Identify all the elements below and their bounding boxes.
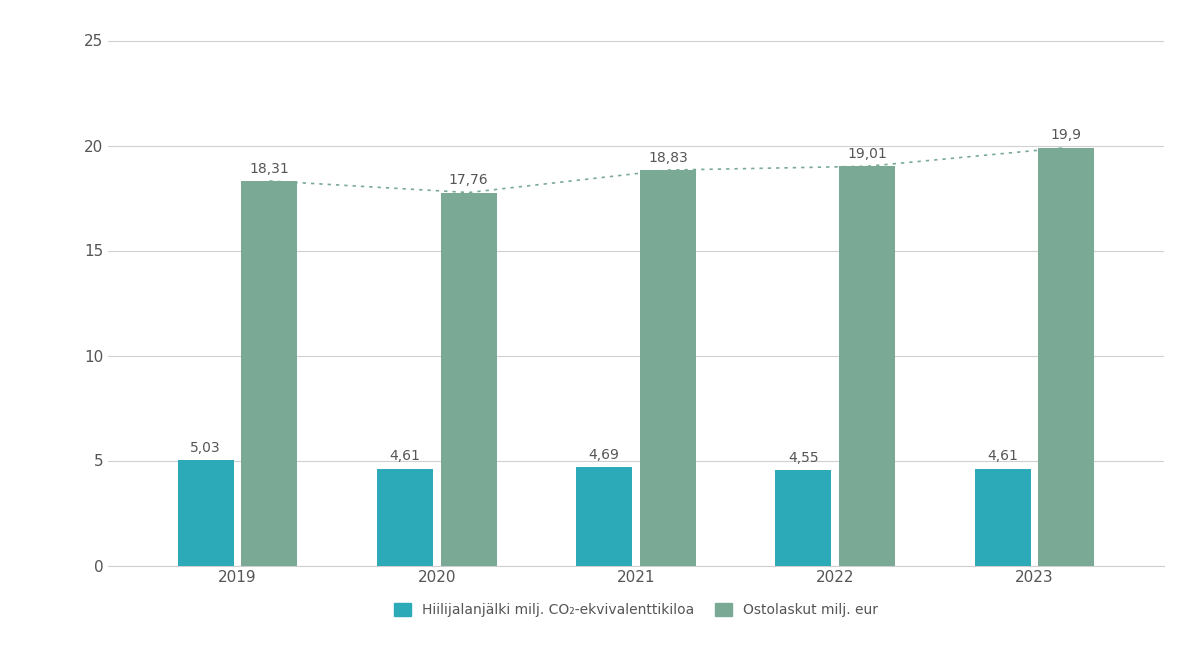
Legend: Hiilijalanjälki milj. CO₂-ekvivalenttikiloa, Ostolaskut milj. eur: Hiilijalanjälki milj. CO₂-ekvivalenttiki… xyxy=(388,596,884,624)
Bar xyxy=(178,460,234,566)
Bar xyxy=(974,469,1031,566)
Text: 17,76: 17,76 xyxy=(449,174,488,187)
Bar xyxy=(241,181,298,566)
Bar xyxy=(640,170,696,566)
Text: 4,61: 4,61 xyxy=(988,449,1018,463)
Bar xyxy=(839,166,895,566)
Bar xyxy=(440,192,497,566)
Bar xyxy=(576,467,632,566)
Bar xyxy=(377,469,433,566)
Bar xyxy=(1038,148,1094,566)
Text: 18,83: 18,83 xyxy=(648,151,688,165)
Text: 18,31: 18,31 xyxy=(250,162,289,176)
Text: 4,61: 4,61 xyxy=(390,449,420,463)
Text: 4,69: 4,69 xyxy=(589,448,619,462)
Text: 19,01: 19,01 xyxy=(847,147,887,161)
Bar xyxy=(775,470,832,566)
Text: 5,03: 5,03 xyxy=(191,441,221,454)
Text: 19,9: 19,9 xyxy=(1051,128,1082,142)
Text: 4,55: 4,55 xyxy=(788,450,818,465)
